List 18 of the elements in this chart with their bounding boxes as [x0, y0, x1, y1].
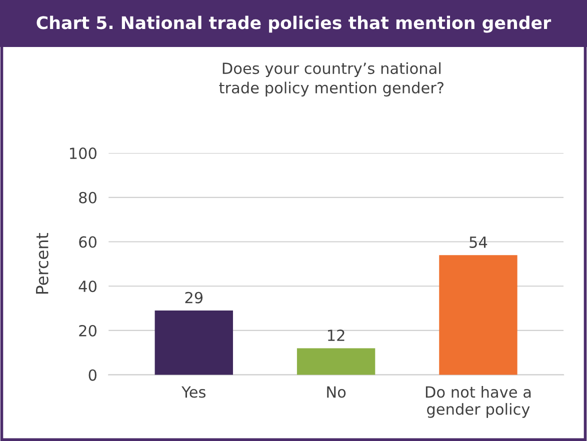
y-tick-label: 40 — [78, 280, 96, 292]
bar — [296, 348, 376, 375]
chart-title: Chart 5. National trade policies that mention gender — [36, 16, 552, 33]
x-tick-label: Do not have a gender policy — [426, 386, 531, 418]
data-label: 12 — [328, 330, 344, 341]
y-axis-title: Percent — [36, 232, 48, 294]
y-tick-label: 100 — [70, 147, 96, 160]
x-tick-label: Yes — [182, 386, 206, 398]
bar — [439, 255, 518, 375]
y-tick-label: 60 — [79, 236, 96, 248]
y-tick-label: 20 — [79, 324, 96, 337]
data-label: 54 — [470, 236, 488, 248]
chart-subtitle: Does your country’s national trade policy mention gender? — [219, 62, 444, 96]
x-tick-label: No — [327, 386, 346, 398]
y-tick-label: 80 — [79, 192, 96, 204]
data-label: 29 — [185, 292, 203, 304]
bar — [154, 310, 233, 375]
y-tick-label: 0 — [88, 369, 96, 381]
